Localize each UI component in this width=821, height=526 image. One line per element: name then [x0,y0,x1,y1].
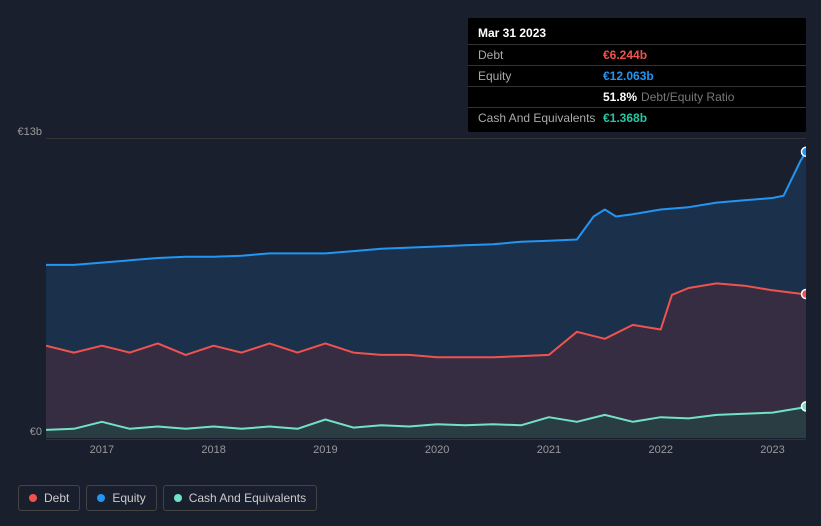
legend-label: Equity [112,491,145,505]
end-marker-cash-and-equivalents[interactable] [802,402,807,411]
chart-tooltip: Mar 31 2023 Debt€6.244bEquity€12.063b51.… [468,18,806,132]
x-axis-tick-label: 2018 [201,444,225,456]
legend-marker-icon [97,494,105,502]
chart-container: Mar 31 2023 Debt€6.244bEquity€12.063b51.… [0,0,821,526]
tooltip-extra: Debt/Equity Ratio [641,90,734,104]
x-axis-tick-label: 2023 [760,444,784,456]
tooltip-value: €6.244b [603,48,647,62]
x-axis-tick-label: 2020 [425,444,449,456]
tooltip-value: 51.8% [603,90,637,104]
x-axis-tick-label: 2021 [537,444,561,456]
x-axis-labels: 2017 2018 2019 2020 2021 2022 2023 [46,444,811,464]
x-axis-tick-label: 2017 [90,444,114,456]
y-axis-max-label: €13b [0,126,42,138]
y-axis-min-label: €0 [0,426,42,438]
end-marker-equity[interactable] [802,147,807,156]
tooltip-label: Debt [478,48,603,62]
tooltip-value: €12.063b [603,69,654,83]
chart-area: €13b €0 2017 2018 2019 2020 2021 2022 2023 [0,120,821,470]
legend-item-debt[interactable]: Debt [18,485,80,511]
tooltip-row: Equity€12.063b [468,65,806,86]
legend-marker-icon [174,494,182,502]
legend-marker-icon [29,494,37,502]
legend-label: Debt [44,491,69,505]
legend-label: Cash And Equivalents [189,491,306,505]
legend-item-cash-and-equivalents[interactable]: Cash And Equivalents [163,485,317,511]
tooltip-row: 51.8% Debt/Equity Ratio [468,86,806,107]
tooltip-label: Equity [478,69,603,83]
tooltip-row: Debt€6.244b [468,44,806,65]
x-axis-tick-label: 2022 [648,444,672,456]
end-marker-debt[interactable] [802,290,807,299]
tooltip-label [478,90,603,104]
chart-svg[interactable] [46,138,806,438]
legend-item-equity[interactable]: Equity [86,485,156,511]
chart-legend: Debt Equity Cash And Equivalents [18,485,317,511]
tooltip-date: Mar 31 2023 [468,22,806,44]
x-axis-tick-label: 2019 [313,444,337,456]
